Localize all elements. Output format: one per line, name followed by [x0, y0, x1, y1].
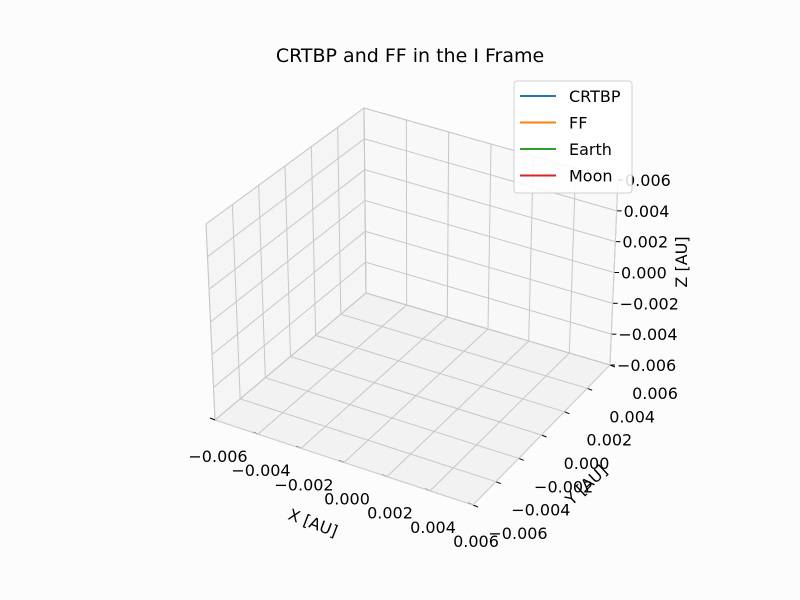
x-axis-line: [214, 419, 474, 506]
z-tick-label: −0.006: [617, 356, 676, 375]
z-tick-label: 0.006: [625, 171, 671, 190]
grid-lines: [205, 107, 619, 506]
x-tick-label: −0.004: [231, 461, 290, 480]
y-tick-mark: [564, 411, 570, 415]
tick-labels: −0.006−0.006−0.006−0.004−0.004−0.004−0.0…: [188, 171, 678, 551]
x-tick-label: −0.006: [188, 447, 247, 466]
legend-box: [513, 80, 633, 194]
z-tick-label: −0.004: [618, 325, 677, 344]
legend-label: Earth: [569, 140, 612, 159]
y-tick-label: 0.004: [609, 407, 655, 426]
legend-label: CRTBP: [569, 87, 621, 106]
tick-marks: [209, 179, 623, 508]
y-tick-label: 0.006: [632, 384, 678, 403]
y-tick-mark: [495, 481, 502, 485]
x-tick-label: −0.002: [274, 475, 333, 494]
y-tick-label: −0.006: [488, 524, 547, 543]
z-axis-label: Z [AU]: [672, 236, 691, 287]
x-axis-label: X [AU]: [286, 505, 341, 541]
legend-label: Moon: [569, 167, 613, 186]
x-tick-mark: [209, 417, 216, 421]
z-tick-label: 0.004: [624, 202, 670, 221]
z-tick-label: −0.002: [620, 294, 679, 313]
x-tick-label: 0.006: [453, 532, 499, 551]
y-tick-mark: [609, 364, 616, 368]
z-tick-label: 0.002: [622, 233, 668, 252]
x-tick-label: 0.004: [410, 518, 456, 537]
y-tick-label: −0.002: [534, 477, 593, 496]
y-tick-mark: [586, 387, 593, 391]
z-axis-line: [609, 179, 619, 366]
x-tick-label: 0.000: [324, 490, 370, 509]
z-tick-label: 0.000: [621, 264, 667, 283]
chart-title: CRTBP and FF in the I Frame: [276, 45, 544, 67]
y-gridline: [337, 127, 588, 389]
y-tick-label: 0.002: [586, 431, 632, 450]
legend-label: FF: [569, 114, 587, 133]
y-axis-line: [472, 364, 611, 506]
y-tick-mark: [541, 434, 547, 438]
legend: CRTBP FF Earth Moon: [513, 80, 633, 194]
y-tick-label: 0.000: [564, 454, 610, 473]
x-tick-label: 0.002: [367, 504, 413, 523]
y-gridline: [363, 107, 611, 366]
y-tick-mark: [472, 504, 479, 508]
y-tick-mark: [518, 457, 524, 461]
y-tick-label: −0.004: [511, 501, 570, 520]
